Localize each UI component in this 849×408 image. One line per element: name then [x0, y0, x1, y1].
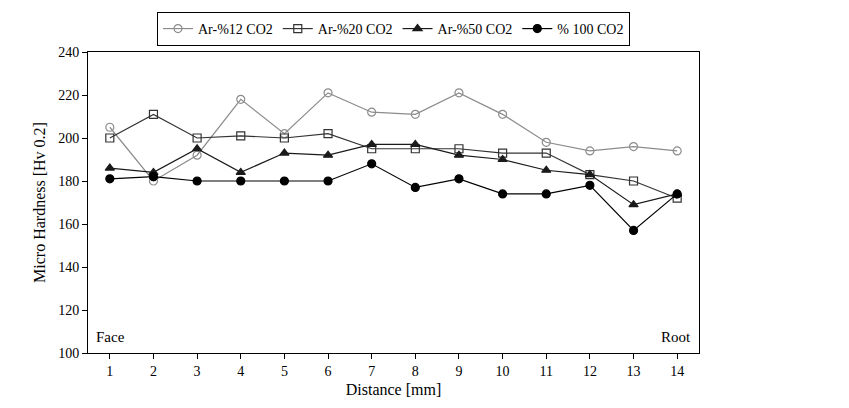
svg-text:160: 160 [58, 217, 79, 232]
svg-text:11: 11 [540, 364, 553, 379]
svg-text:220: 220 [58, 88, 79, 103]
svg-text:140: 140 [58, 260, 79, 275]
svg-text:6: 6 [325, 364, 332, 379]
svg-text:4: 4 [237, 364, 244, 379]
svg-text:10: 10 [496, 364, 510, 379]
svg-text:1: 1 [106, 364, 113, 379]
svg-text:3: 3 [194, 364, 201, 379]
svg-text:9: 9 [455, 364, 462, 379]
svg-text:200: 200 [58, 131, 79, 146]
svg-text:% 100 CO2: % 100 CO2 [557, 22, 623, 37]
svg-text:Root: Root [661, 329, 691, 345]
svg-text:Distance [mm]: Distance [mm] [346, 381, 442, 398]
svg-text:Ar-%12 CO2: Ar-%12 CO2 [198, 22, 273, 37]
svg-text:240: 240 [58, 45, 79, 60]
svg-text:12: 12 [583, 364, 597, 379]
svg-text:100: 100 [58, 346, 79, 361]
svg-text:Ar-%50 CO2: Ar-%50 CO2 [438, 22, 513, 37]
svg-text:5: 5 [281, 364, 288, 379]
svg-text:Ar-%20 CO2: Ar-%20 CO2 [318, 22, 393, 37]
svg-text:7: 7 [368, 364, 375, 379]
svg-text:14: 14 [670, 364, 684, 379]
svg-text:2: 2 [150, 364, 157, 379]
svg-text:180: 180 [58, 174, 79, 189]
svg-text:Face: Face [96, 329, 125, 345]
svg-text:8: 8 [412, 364, 419, 379]
svg-text:13: 13 [627, 364, 641, 379]
svg-text:120: 120 [58, 303, 79, 318]
svg-text:Micro Hardness [Hv 0.2]: Micro Hardness [Hv 0.2] [31, 122, 48, 283]
